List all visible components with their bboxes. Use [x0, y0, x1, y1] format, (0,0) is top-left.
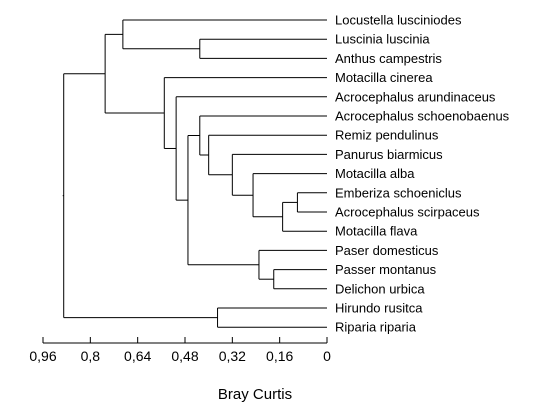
leaf-label: Panurus biarmicus — [335, 147, 443, 162]
leaf-label: Passer montanus — [335, 262, 437, 277]
leaf-label: Locustella lusciniodes — [335, 13, 462, 28]
leaf-label: Acrocephalus scirpaceus — [335, 205, 480, 220]
x-axis-ticks: 0,96 0,8 0,64 0,48 0,32 0,16 0 — [29, 337, 331, 364]
x-axis: 0,96 0,8 0,64 0,48 0,32 0,16 0 — [29, 337, 331, 364]
x-axis-title: Bray Curtis — [218, 386, 292, 403]
x-tick-label: 0,48 — [171, 348, 198, 364]
leaf-label: Motacilla flava — [335, 224, 418, 239]
leaf-label: Riparia riparia — [335, 320, 417, 335]
leaf-labels: Locustella lusciniodes Luscinia luscinia A… — [335, 13, 510, 335]
leaf-label: Emberiza schoeniclus — [335, 185, 462, 200]
leaf-label: Hirundo rusitca — [335, 301, 423, 316]
leaf-label: Motacilla cinerea — [335, 70, 433, 85]
x-tick-label: 0,8 — [81, 348, 101, 364]
x-tick-label: 0 — [323, 348, 331, 364]
x-tick-label: 0,16 — [266, 348, 293, 364]
dendrogram-branches — [62, 19, 327, 328]
leaf-label: Remiz pendulinus — [335, 128, 439, 143]
x-tick-label: 0,32 — [219, 348, 246, 364]
leaf-label: Acrocephalus schoenobaenus — [335, 109, 510, 124]
leaf-label: Delichon urbica — [335, 281, 425, 296]
leaf-label: Motacilla alba — [335, 166, 415, 181]
leaf-label: Anthus campestris — [335, 51, 442, 66]
x-tick-label: 0,64 — [124, 348, 151, 364]
x-tick-label: 0,96 — [29, 348, 56, 364]
leaf-label: Luscinia luscinia — [335, 32, 430, 47]
leaf-label: Acrocephalus arundinaceus — [335, 89, 496, 104]
leaf-label: Paser domesticus — [335, 243, 439, 258]
